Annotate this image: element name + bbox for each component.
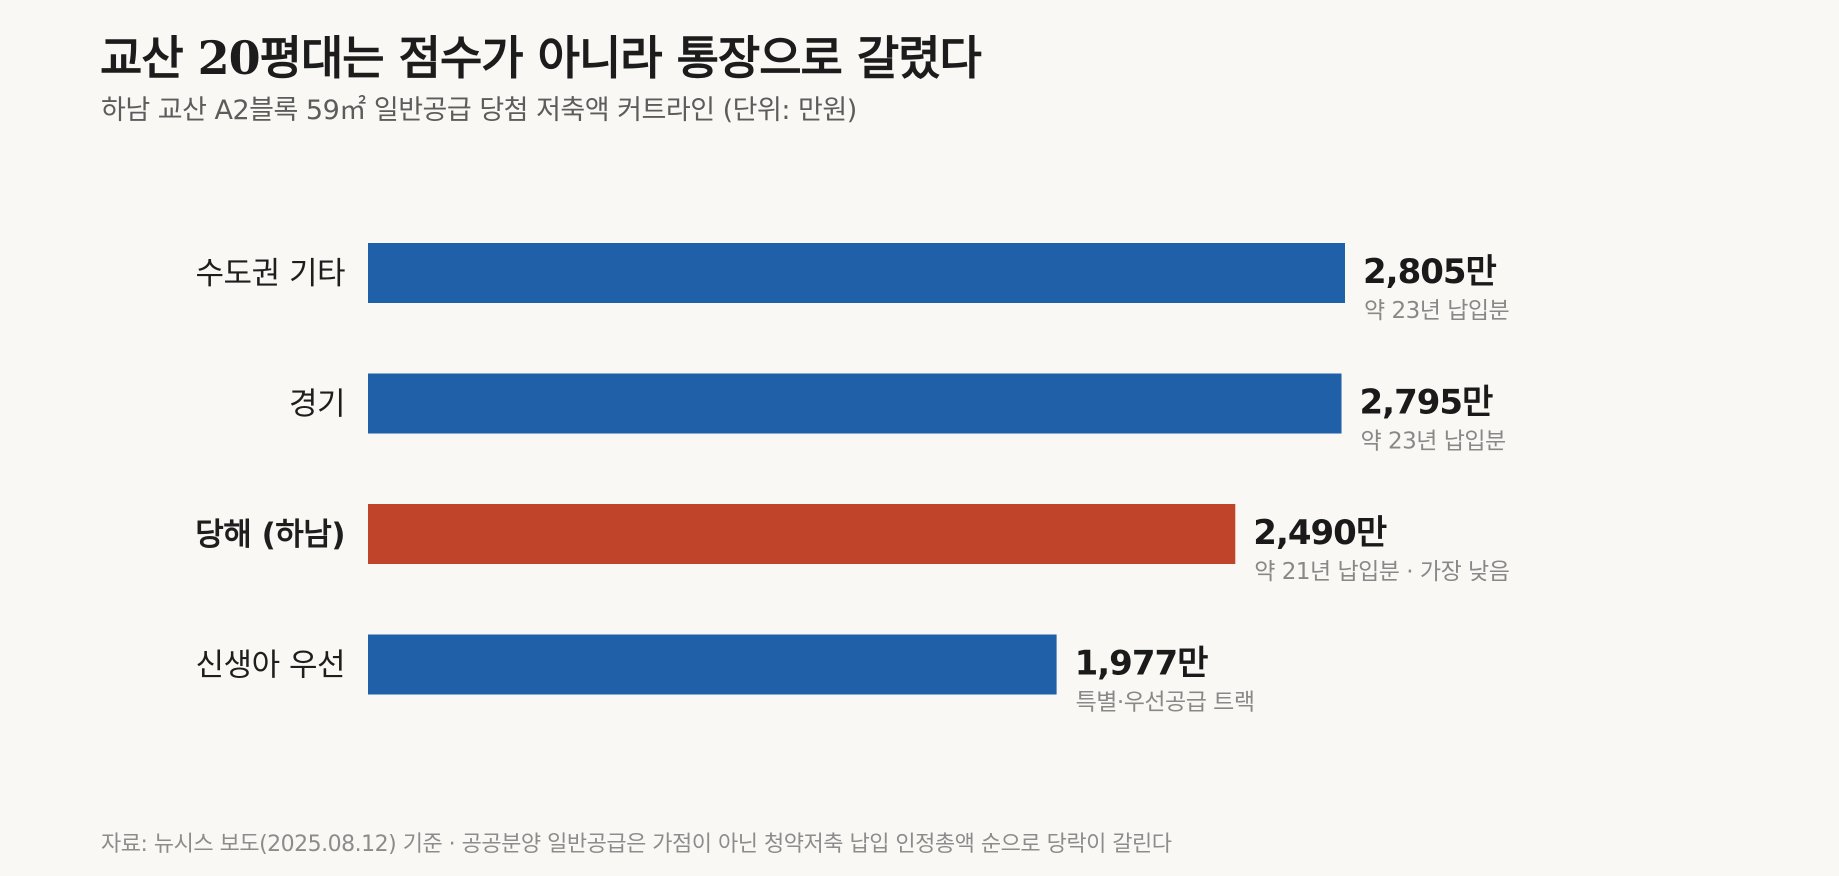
- bar-note: 약 21년 납입분 · 가장 낮음: [1254, 559, 1509, 585]
- value-label: 2,795만: [1360, 383, 1494, 423]
- chart-title: 교산 20평대는 점수가 아니라 통장으로 갈렸다: [100, 31, 982, 85]
- category-label: 당해 (하남): [195, 517, 345, 553]
- bar: [368, 373, 1342, 434]
- value-label: 2,490만: [1253, 513, 1387, 553]
- bar: [368, 243, 1345, 303]
- category-label: 수도권 기타: [196, 256, 345, 292]
- bar-note: 특별·우선공급 트랙: [1076, 690, 1255, 716]
- bar-note: 약 23년 납입분: [1361, 429, 1506, 455]
- value-label: 2,805만: [1363, 252, 1497, 292]
- bar: [368, 504, 1236, 564]
- source-note: 자료: 뉴시스 보도(2025.08.12) 기준 · 공공분양 일반공급은 가…: [101, 832, 1172, 857]
- category-label: 경기: [289, 387, 345, 423]
- value-label: 1,977만: [1075, 644, 1209, 684]
- bar: [368, 634, 1057, 695]
- bar-note: 약 23년 납입분: [1364, 298, 1509, 324]
- chart-subtitle: 하남 교산 A2블록 59㎡ 일반공급 당첨 저축액 커트라인 (단위: 만원): [101, 95, 857, 126]
- category-label: 신생아 우선: [196, 648, 345, 684]
